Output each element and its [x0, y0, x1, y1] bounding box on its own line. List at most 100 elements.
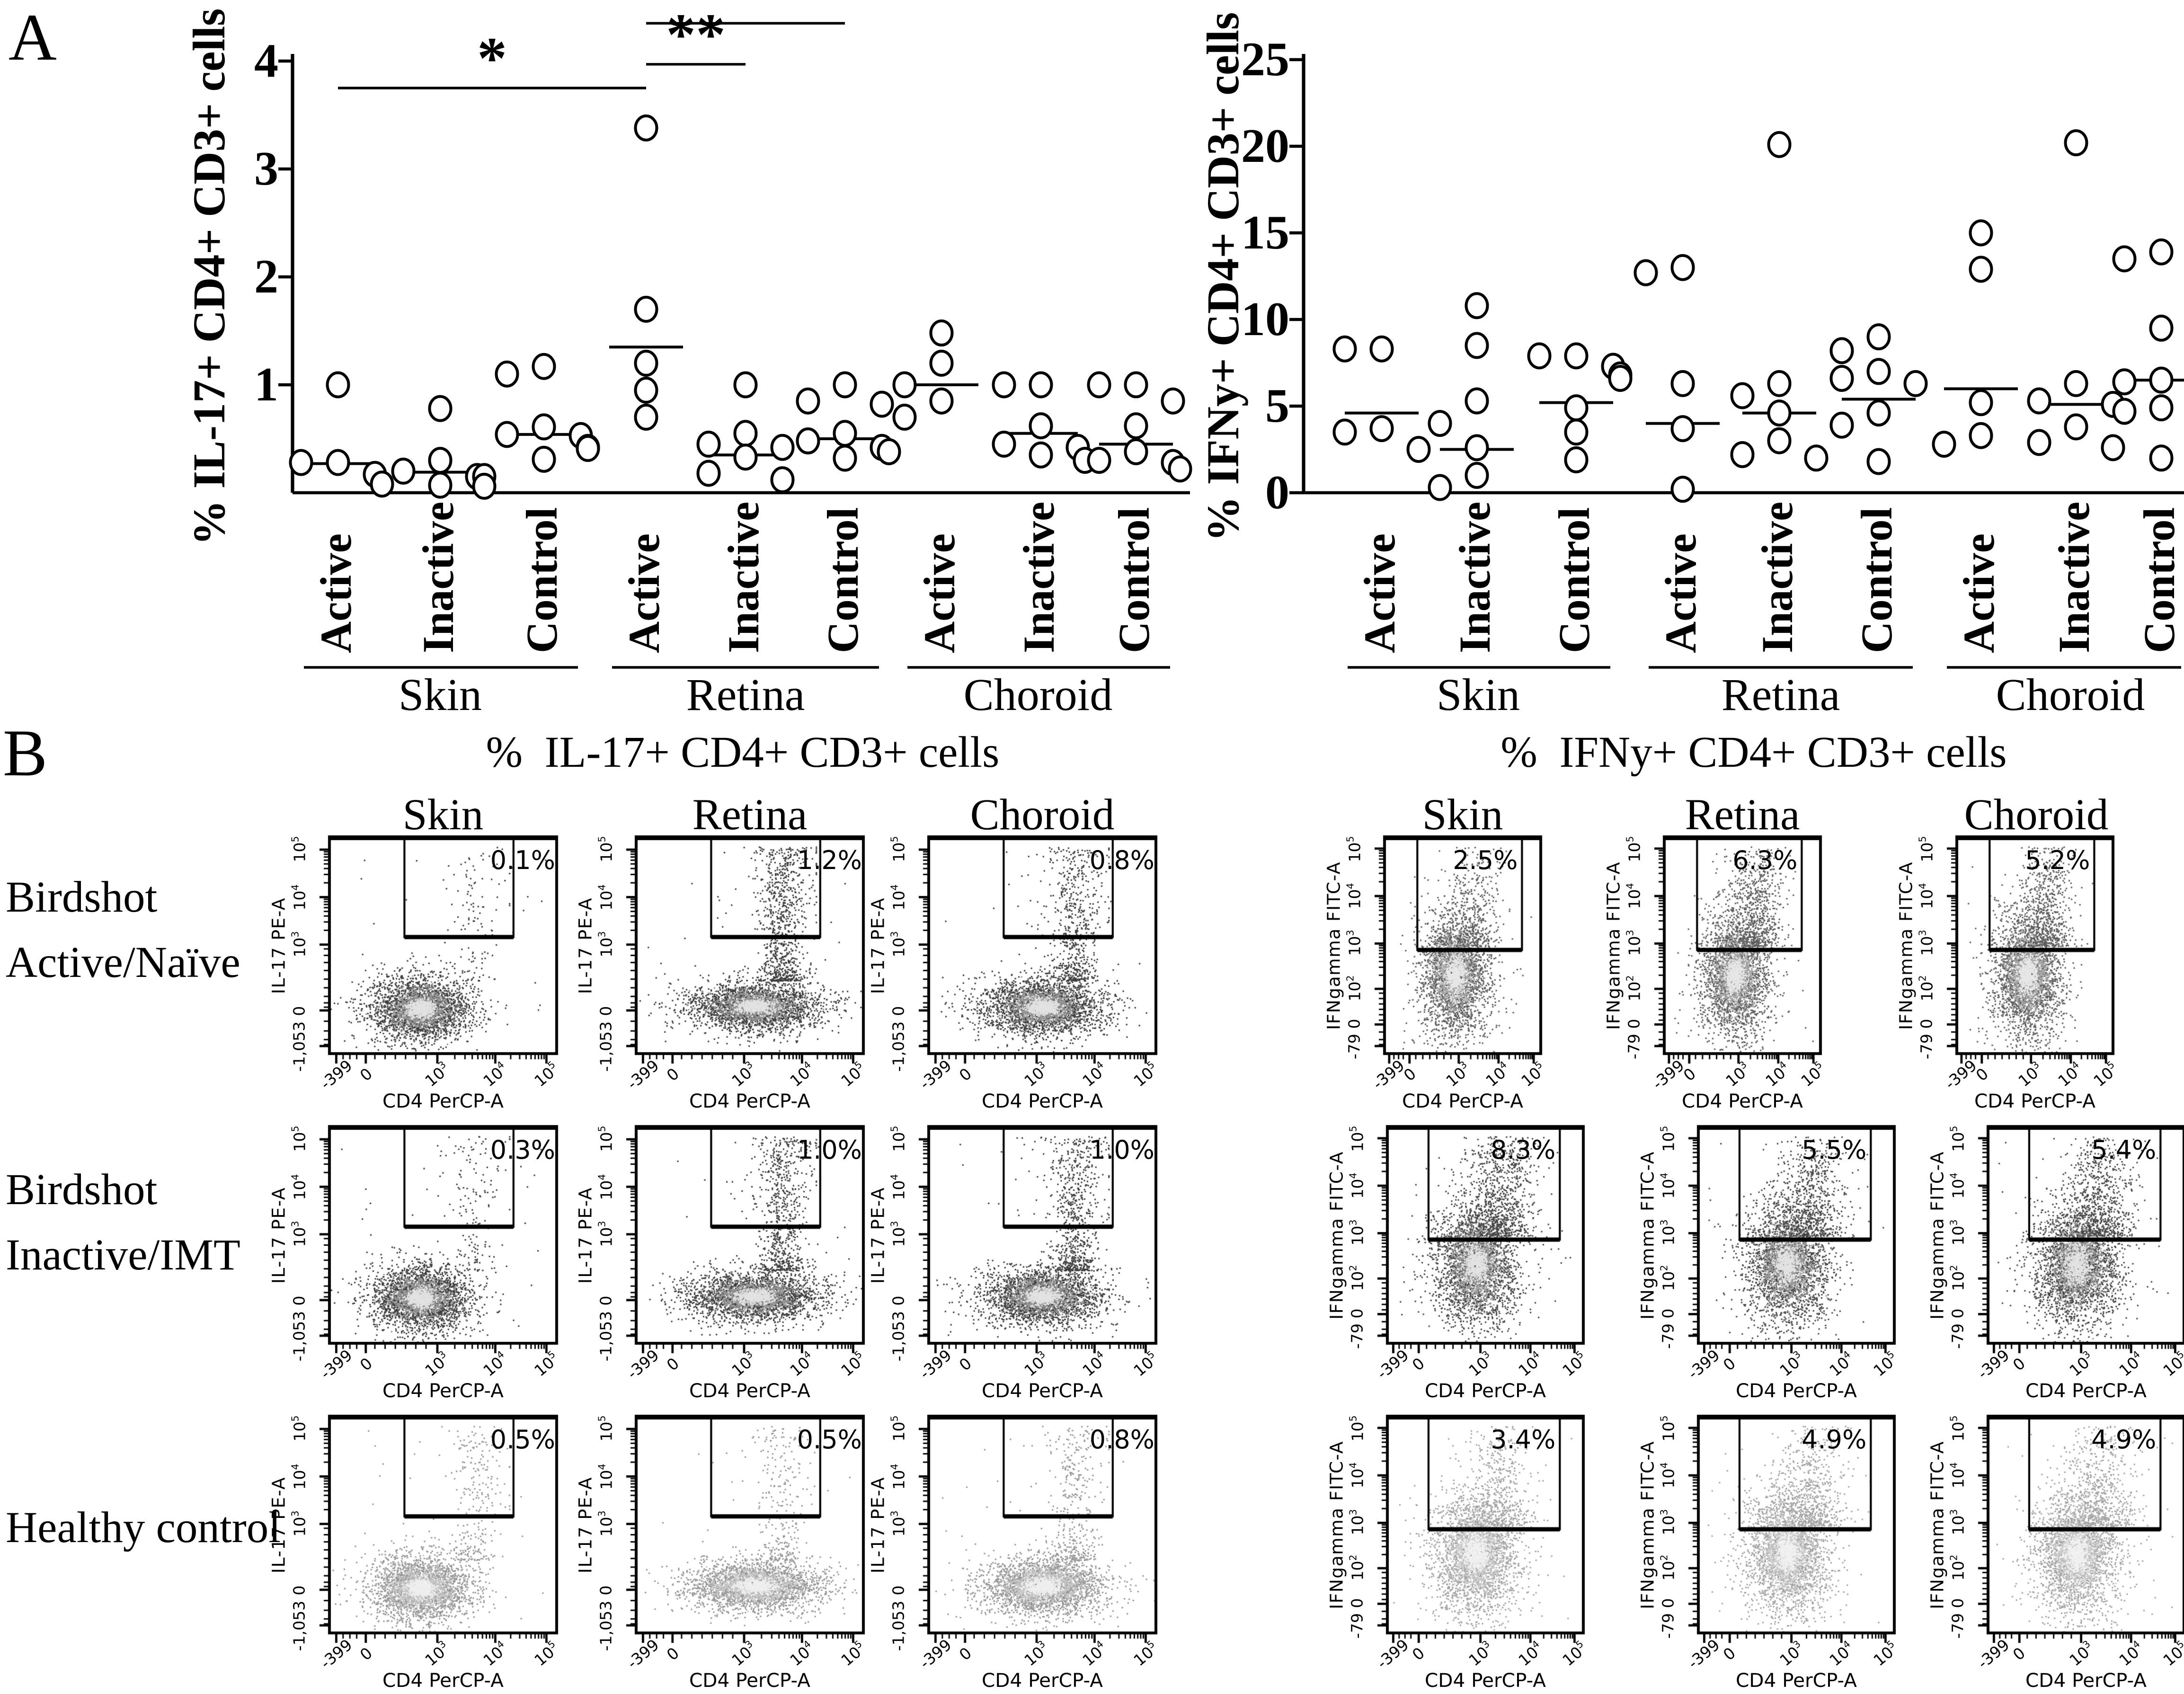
data-point	[1732, 384, 1753, 408]
data-point	[2114, 370, 2135, 394]
flow-y-tick-label: 105	[889, 1416, 909, 1442]
flow-y-tick-label: 0	[597, 1005, 616, 1015]
points-skin-inactive	[1429, 293, 1514, 499]
data-point	[1566, 448, 1587, 472]
flow-y-axis-title: IFNgamma FITC-A	[1637, 1441, 1658, 1609]
y-tick-label: 5	[1265, 379, 1289, 433]
data-point	[1806, 446, 1827, 470]
flow-y-tick-label: 104	[1625, 883, 1644, 909]
flow-y-axis-title: IL-17 PE-A	[867, 897, 888, 994]
flow-y-tick-label: 104	[1949, 1463, 1968, 1489]
flow-x-axis-title: CD4 PerCP-A	[1402, 1091, 1523, 1113]
flow-y-tick-label: 103	[1348, 1220, 1367, 1246]
data-point	[1170, 457, 1191, 481]
row-label-healthy-control: Healthy control	[6, 1502, 281, 1553]
data-point	[835, 373, 856, 397]
data-point	[1610, 366, 1631, 390]
data-point	[894, 373, 915, 397]
data-point	[698, 461, 719, 485]
data-point	[835, 421, 856, 445]
data-point	[2151, 316, 2172, 340]
flow-y-tick-label: 0	[597, 1585, 616, 1595]
data-point	[636, 297, 657, 321]
data-point	[430, 473, 451, 497]
panel-a-dot-plots: % IL-17+ CD4+ CD3+ cells1234*****ActiveI…	[0, 0, 2184, 753]
flow-y-tick-label: -79	[1660, 1613, 1678, 1638]
flow-y-tick-label: -1,053	[291, 1021, 309, 1071]
flow-y-tick-label: 104	[290, 1174, 310, 1200]
flow-x-axis-title: CD4 PerCP-A	[982, 1670, 1103, 1693]
flow-x-axis-title: CD4 PerCP-A	[382, 1670, 504, 1693]
flow-x-axis-title: CD4 PerCP-A	[2025, 1670, 2147, 1693]
group-label-inactive: Inactive	[1753, 502, 1802, 653]
flow-y-axis-title: IL-17 PE-A	[867, 1477, 888, 1573]
data-point	[577, 436, 599, 461]
flow-scatter-canvas	[1678, 1414, 1900, 1650]
flow-y-tick-label: -1,053	[890, 1021, 908, 1071]
data-point	[1466, 293, 1488, 318]
flow-y-tick-label: 102	[1659, 1555, 1678, 1581]
flow-y-tick-label: 103	[290, 1221, 310, 1247]
flow-y-tick-label: 102	[1659, 1266, 1678, 1292]
flow-x-axis-title: CD4 PerCP-A	[689, 1091, 810, 1113]
gate-percentage: 5.5%	[1802, 1136, 1866, 1166]
data-point	[1371, 337, 1393, 361]
y-tick-label: 20	[1241, 119, 1289, 173]
flow-y-tick-label: 0	[1346, 1020, 1364, 1029]
flow-y-tick-label: 105	[290, 1416, 310, 1442]
flow-y-tick-label: 105	[1348, 1415, 1367, 1441]
data-point	[1831, 338, 1853, 363]
gate-percentage: 0.5%	[490, 1426, 555, 1455]
points-choroid-active	[1934, 221, 2018, 457]
data-point	[1334, 337, 1356, 361]
points-skin-control	[1529, 344, 1631, 472]
flow-y-tick-label: 103	[597, 931, 616, 958]
flow-y-tick-label: 102	[1625, 976, 1644, 1002]
group-label-control: Control	[1110, 507, 1159, 653]
data-point	[1030, 443, 1052, 467]
flow-y-tick-label: 105	[597, 1416, 616, 1442]
group-label-control: Control	[2135, 507, 2184, 653]
points-retina-inactive	[698, 373, 793, 492]
data-point	[1408, 437, 1429, 461]
flow-y-tick-label: -1,053	[597, 1311, 616, 1361]
data-point	[2029, 389, 2050, 413]
data-point	[772, 435, 793, 460]
gate-percentage: 0.1%	[490, 846, 555, 876]
tissue-label-retina: Retina	[1722, 669, 1840, 720]
data-point	[2151, 368, 2172, 392]
points-choroid-inactive	[994, 373, 1096, 473]
group-label-inactive: Inactive	[719, 502, 768, 653]
flow-y-tick-label: 105	[1918, 835, 1937, 861]
flow-y-tick-label: 104	[290, 884, 310, 910]
data-point	[1971, 390, 1992, 415]
points-skin-control	[497, 355, 599, 471]
flow-y-tick-label: -1,053	[291, 1600, 309, 1650]
gate-percentage: 6.3%	[1732, 846, 1797, 876]
gate-percentage: 4.9%	[2091, 1426, 2156, 1455]
flow-y-tick-label: 105	[1659, 1415, 1678, 1441]
flow-y-tick-label: 0	[1349, 1599, 1367, 1609]
y-tick-label: 3	[254, 142, 278, 195]
data-point	[393, 459, 414, 483]
flow-y-tick-label: 105	[1625, 835, 1644, 861]
flow-y-tick-label: 103	[889, 1221, 909, 1247]
data-point	[372, 472, 393, 496]
flow-y-axis-title: IFNgamma FITC-A	[1603, 861, 1624, 1030]
group-label-active: Active	[312, 533, 361, 653]
flow-y-tick-label: 103	[1345, 931, 1365, 957]
row-label-birdshot-inactive-line1: Birdshot	[6, 1164, 157, 1215]
flow-y-tick-label: 0	[1949, 1309, 1968, 1319]
data-point	[1030, 414, 1052, 438]
data-point	[994, 373, 1015, 397]
data-point	[1126, 373, 1147, 397]
flow-y-tick-label: 104	[290, 1463, 310, 1490]
